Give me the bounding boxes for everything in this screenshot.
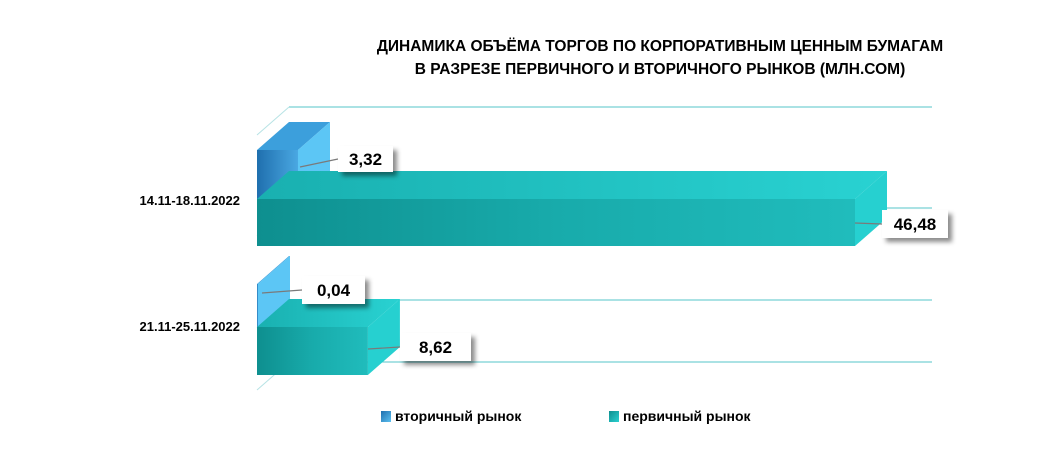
- bar-secondary-2-front: [257, 284, 258, 327]
- gridline-floor: [256, 106, 290, 136]
- bar-primary-1-front: [257, 199, 855, 246]
- bar-primary-2-side: [367, 299, 400, 375]
- bar-primary-2: [257, 299, 400, 375]
- leader-line: [367, 346, 401, 350]
- bar-primary-2-top: [257, 299, 400, 327]
- chart-title-line-2: В РАЗРЕЗЕ ПЕРВИЧНОГО И ВТОРИЧНОГО РЫНКОВ…: [415, 61, 906, 78]
- legend: вторичный рынок первичный рынок: [381, 408, 752, 424]
- bar-primary-1: [257, 171, 887, 246]
- data-label-primary-1: 46,48: [894, 215, 937, 234]
- legend-secondary-swatch: [381, 411, 391, 422]
- bar-primary-2-front: [257, 327, 368, 375]
- plot-area: 14.11-18.11.2022 21.11-25.11.2022 3,32 46,4…: [140, 106, 948, 391]
- data-label-primary-1-box: [882, 210, 948, 238]
- data-label-primary-2: 8,62: [419, 338, 452, 357]
- bar-secondary-2-top: [257, 256, 290, 284]
- data-label-secondary-1: 3,32: [349, 150, 382, 169]
- data-label-primary-2-box: [400, 333, 471, 361]
- leader-line: [299, 158, 339, 168]
- leader-line: [261, 289, 303, 294]
- data-label-secondary-1-box: [338, 146, 393, 172]
- leader-line: [854, 222, 883, 225]
- bar-primary-1-top: [257, 171, 887, 199]
- legend-primary-label: первичный рынок: [623, 408, 752, 424]
- category-label: 21.11-25.11.2022: [140, 319, 241, 334]
- bar-secondary-1-top: [257, 122, 330, 150]
- data-label-secondary-2: 0,04: [317, 281, 351, 300]
- chart-title-line-1: ДИНАМИКА ОБЪЁМА ТОРГОВ ПО КОРПОРАТИВНЫМ …: [377, 38, 943, 55]
- bar-primary-1-side: [855, 171, 887, 246]
- legend-primary-swatch: [609, 411, 619, 422]
- category-label: 14.11-18.11.2022: [140, 193, 241, 208]
- data-label-secondary-2-box: [302, 276, 365, 304]
- legend-secondary-label: вторичный рынок: [395, 408, 522, 424]
